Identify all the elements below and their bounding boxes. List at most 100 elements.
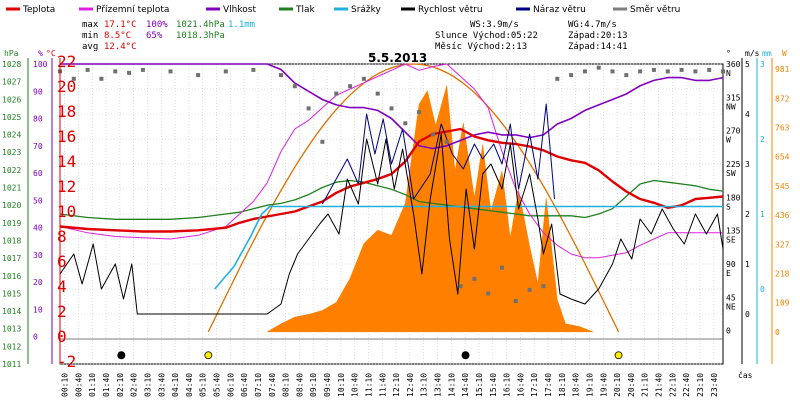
wind-dir-point: [140, 67, 145, 72]
x-tick-label: 18:10: [558, 373, 567, 397]
sun-theoretical-curve: [207, 63, 620, 333]
axis-hpa-tick: 1026: [2, 95, 21, 104]
wind-dir-point: [472, 276, 477, 281]
x-tick-label: 09:40: [323, 373, 332, 397]
axis-pct-unit: %: [38, 49, 43, 58]
wind-dir-point: [527, 287, 532, 292]
axis-hpa-tick: 1028: [2, 60, 21, 69]
wind-dir-point: [306, 106, 311, 111]
axis-mm-tick: 3: [760, 60, 765, 69]
info-moonrise: Měsíc Východ:2:13: [435, 42, 527, 52]
wind-dir-point: [610, 69, 615, 74]
x-tick-label: 23:40: [710, 373, 719, 397]
axis-dir-label: N: [726, 69, 731, 78]
axis-dir-label: NE: [726, 302, 736, 311]
wind-dir-point: [292, 84, 297, 89]
legend: Teplota Přízemní teplota Vlhkost Tlak Srážky…: [6, 5, 680, 15]
axis-pct-tick: 30: [33, 251, 43, 260]
axis-pct-tick: 40: [33, 224, 43, 233]
info-sunset: Západ:20:13: [568, 31, 628, 41]
axis-pct-tick: 0: [33, 333, 38, 342]
wind-dir-point: [721, 69, 725, 74]
x-tick-label: 13:10: [420, 373, 429, 397]
axis-dir-label: SW: [726, 169, 736, 178]
axis-ms-tick: 0: [745, 310, 750, 319]
series-vlhkost: [60, 63, 724, 150]
legend-entry: Srážky: [351, 5, 382, 15]
legend-entry: Rychlost větru: [418, 5, 483, 15]
axis-hpa-tick: 1015: [2, 289, 21, 298]
sun-sunrise-marker: [204, 351, 213, 360]
axis-ms-unit: m/s: [745, 49, 760, 58]
x-tick-label: 00:40: [74, 373, 83, 397]
x-tick-label: 03:10: [144, 373, 153, 397]
wind-dir-point: [638, 69, 643, 74]
x-tick-label: 12:10: [392, 373, 401, 397]
wind-dir-point: [334, 91, 339, 96]
wind-dir-point: [361, 76, 366, 81]
wind-dir-point: [513, 299, 518, 303]
axis-deg-unit: °: [726, 49, 731, 58]
x-tick-label: 04:40: [185, 373, 194, 397]
axis-hpa-tick: 1025: [2, 113, 21, 122]
x-tick-label: 10:40: [351, 373, 360, 397]
axis-c-unit: °C: [46, 49, 56, 58]
axis-dir-tick: 360: [726, 60, 741, 69]
axis-mm-tick: 1: [760, 210, 765, 219]
info-moonset: Západ:14:41: [568, 42, 628, 52]
x-tick-label: 06:40: [240, 373, 249, 397]
axis-celsius-tick: 18: [57, 102, 76, 121]
x-tick-label: 02:10: [116, 373, 125, 397]
wind-dir-point: [389, 106, 394, 111]
axis-mm-tick: 2: [760, 135, 765, 144]
axis-pct-tick: 20: [33, 278, 43, 287]
x-tick-label: 00:10: [61, 373, 70, 397]
info-ws: WS:3.9m/s: [470, 20, 519, 30]
axis-celsius-tick: 4: [57, 277, 67, 296]
axis-pct-tick: 100: [33, 60, 48, 69]
wind-dir-point: [486, 291, 491, 296]
info-sunrise: Slunce Východ:05:22: [435, 31, 538, 41]
x-tick-label: 05:10: [199, 373, 208, 397]
axis-hpa-tick: 1022: [2, 166, 21, 175]
wind-dir-point: [223, 69, 228, 74]
stat-min-temp: 8.5°C: [104, 31, 131, 41]
x-tick-label: 17:10: [530, 373, 539, 397]
axis-hpa-tick: 1020: [2, 201, 21, 210]
axis-pct-tick: 80: [33, 115, 43, 124]
axis-ms-tick: 1: [745, 260, 750, 269]
stats-panel: max 17.1°C 100% 1021.4hPa 1.1mm min 8.5°…: [82, 20, 628, 65]
axis-ms-tick: 5: [745, 60, 750, 69]
stat-max-temp: 17.1°C: [104, 20, 137, 30]
chart-title: 5.5.2013: [368, 51, 427, 65]
axis-w-tick: 763: [775, 123, 790, 132]
wind-dir-point: [99, 76, 104, 81]
axis-ms-tick: 2: [745, 210, 750, 219]
wind-dir-point: [582, 69, 587, 74]
x-tick-label: 07:40: [268, 373, 277, 397]
x-tick-label: 01:10: [88, 373, 97, 397]
series-tlak: [59, 179, 724, 220]
markers: [58, 65, 725, 360]
x-tick-label: 06:10: [226, 373, 235, 397]
wind-dir-point: [127, 70, 132, 75]
legend-entry: Přízemní teplota: [96, 5, 169, 15]
wind-dir-point: [665, 69, 670, 74]
wind-dir-point: [679, 67, 684, 72]
axis-dir-label: SE: [726, 236, 736, 245]
x-tick-label: 16:40: [516, 373, 525, 397]
axis-w-unit: W: [782, 49, 787, 58]
x-tick-label: 09:10: [309, 373, 318, 397]
axis-mm-unit: mm: [762, 49, 772, 58]
axis-pct-tick: 70: [33, 142, 43, 151]
moon-moonset-marker: [461, 351, 470, 360]
wind-dir-point: [555, 76, 560, 81]
series-naraz-vetru: [321, 103, 555, 205]
stat-min-hum: 65%: [146, 31, 163, 41]
x-tick-label: 15:10: [475, 373, 484, 397]
axis-hpa-tick: 1011: [2, 360, 21, 369]
x-tick-label: 15:40: [489, 373, 498, 397]
axis-dir-tick: 180: [726, 193, 741, 202]
axis-w-tick: 872: [775, 94, 790, 103]
x-tick-label: 07:10: [254, 373, 263, 397]
